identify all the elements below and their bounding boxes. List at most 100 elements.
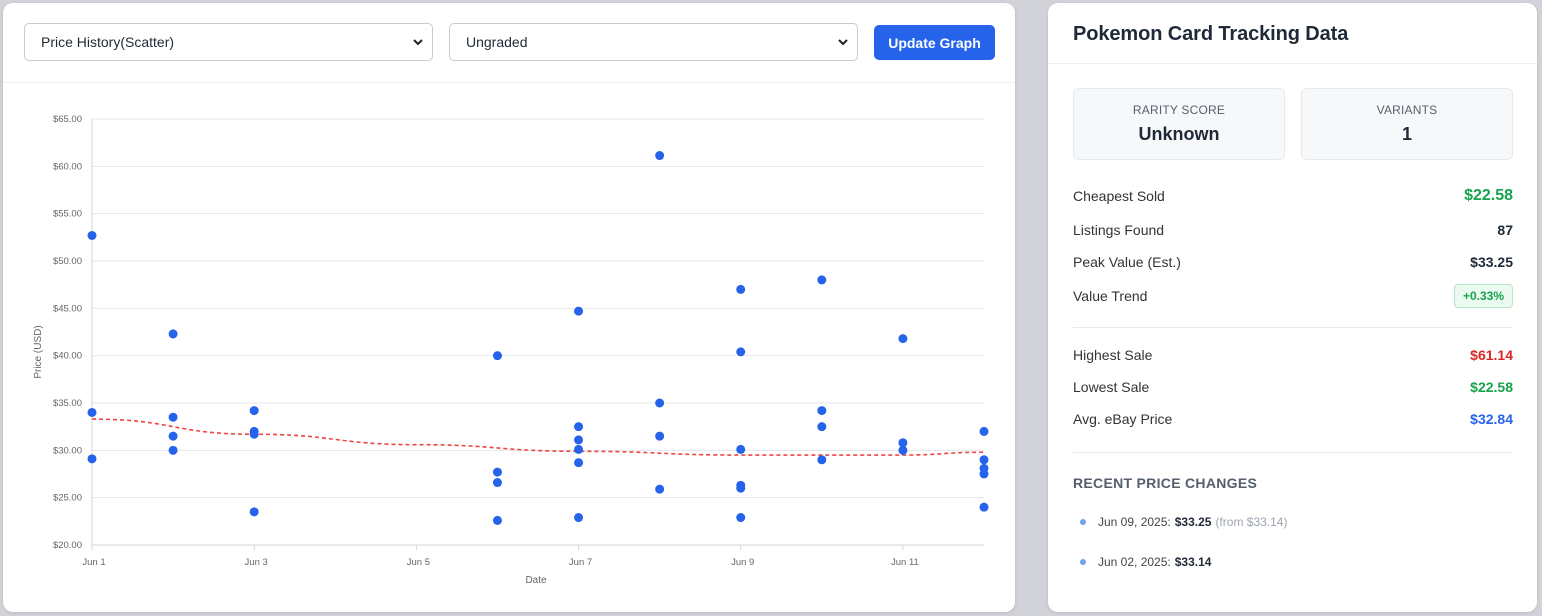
data-point[interactable] <box>168 445 178 455</box>
data-point[interactable] <box>736 483 746 493</box>
y-tick-label: $35.00 <box>53 398 82 409</box>
chevron-down-icon <box>838 39 848 46</box>
data-point[interactable] <box>898 438 908 448</box>
y-axis-ticks: $20.00 $25.00 $30.00 $35.00 $40.00 $45.00 $50.… <box>53 114 82 551</box>
rarity-score-value: Unknown <box>1138 124 1220 144</box>
data-point[interactable] <box>492 467 502 477</box>
chart-type-select[interactable]: Price History(Scatter) <box>24 23 433 61</box>
data-point[interactable] <box>87 230 97 240</box>
data-point[interactable] <box>249 507 259 517</box>
change-date: Jun 09, 2025: <box>1098 515 1171 529</box>
grade-value: Ungraded <box>466 34 528 50</box>
data-point[interactable] <box>817 455 827 465</box>
data-point[interactable] <box>574 422 584 432</box>
chart-panel: Price History(Scatter) Ungraded Update G… <box>3 3 1015 612</box>
listings-found-row: Listings Found 87 <box>1073 219 1513 241</box>
price-change-item: Jun 02, 2025: $33.14 <box>1080 552 1211 572</box>
data-point[interactable] <box>655 151 665 161</box>
data-point[interactable] <box>574 306 584 316</box>
data-point[interactable] <box>817 422 827 432</box>
y-tick-label: $50.00 <box>53 256 82 267</box>
data-point[interactable] <box>979 469 989 479</box>
y-tick-label: $60.00 <box>53 161 82 172</box>
y-axis-label: Price (USD) <box>33 325 44 378</box>
chart-grid <box>91 118 984 546</box>
change-new-price: $33.14 <box>1174 555 1212 569</box>
info-header: Pokemon Card Tracking Data <box>1048 3 1537 64</box>
data-point[interactable] <box>168 431 178 441</box>
avg-ebay-price-label: Avg. eBay Price <box>1073 411 1173 427</box>
divider <box>1073 327 1513 328</box>
data-point[interactable] <box>736 444 746 454</box>
avg-ebay-price-row: Avg. eBay Price $32.84 <box>1073 408 1513 430</box>
data-point[interactable] <box>655 398 665 408</box>
rarity-score-label: RARITY SCORE <box>1132 103 1226 117</box>
update-graph-button[interactable]: Update Graph <box>874 25 995 60</box>
data-point[interactable] <box>898 334 908 344</box>
y-tick-label: $65.00 <box>53 114 82 125</box>
chevron-down-icon <box>413 39 423 46</box>
highest-sale-row: Highest Sale $61.14 <box>1073 344 1513 366</box>
x-axis-label: Date <box>525 575 547 586</box>
recent-price-changes-heading: RECENT PRICE CHANGES <box>1073 475 1258 491</box>
lowest-sale-value: $22.58 <box>1470 379 1513 395</box>
data-point[interactable] <box>492 515 502 525</box>
data-point[interactable] <box>736 513 746 523</box>
data-point[interactable] <box>817 275 827 285</box>
data-point[interactable] <box>87 407 97 417</box>
avg-ebay-price-value: $32.84 <box>1470 411 1513 427</box>
peak-value-label: Peak Value (Est.) <box>1073 254 1181 270</box>
peak-value-row: Peak Value (Est.) $33.25 <box>1073 251 1513 273</box>
x-axis-ticks: Jun 1 Jun 3 Jun 5 Jun 7 Jun 9 Jun 11 <box>82 545 919 568</box>
data-point[interactable] <box>736 347 746 357</box>
y-tick-label: $30.00 <box>53 445 82 456</box>
data-point[interactable] <box>574 444 584 454</box>
data-point[interactable] <box>492 351 502 361</box>
data-point[interactable] <box>979 426 989 436</box>
variants-value: 1 <box>1401 124 1412 144</box>
data-point[interactable] <box>168 329 178 339</box>
cheapest-sold-value: $22.58 <box>1464 187 1513 204</box>
data-point[interactable] <box>249 429 259 439</box>
value-trend-label: Value Trend <box>1073 288 1148 304</box>
data-point[interactable] <box>979 455 989 465</box>
lowest-sale-row: Lowest Sale $22.58 <box>1073 376 1513 398</box>
data-point[interactable] <box>574 458 584 468</box>
data-point[interactable] <box>249 406 259 416</box>
data-point[interactable] <box>898 445 908 455</box>
info-title: Pokemon Card Tracking Data <box>1073 23 1349 45</box>
highest-sale-value: $61.14 <box>1470 347 1513 363</box>
x-tick-label: Jun 7 <box>569 557 592 568</box>
chart-type-value: Price History(Scatter) <box>41 34 175 50</box>
scatter-points <box>87 151 989 525</box>
x-tick-label: Jun 1 <box>82 557 105 568</box>
cheapest-sold-label: Cheapest Sold <box>1073 188 1165 204</box>
data-point[interactable] <box>736 284 746 294</box>
y-tick-label: $25.00 <box>53 493 82 504</box>
x-tick-label: Jun 3 <box>245 557 268 568</box>
listings-found-value: 87 <box>1497 222 1513 238</box>
data-point[interactable] <box>168 412 178 422</box>
bullet-icon <box>1080 519 1086 525</box>
variants-label: VARIANTS <box>1376 103 1438 117</box>
divider <box>1073 452 1513 453</box>
highest-sale-label: Highest Sale <box>1073 347 1153 363</box>
data-point[interactable] <box>979 502 989 512</box>
data-point[interactable] <box>817 406 827 416</box>
change-new-price: $33.25 <box>1174 515 1212 529</box>
change-date: Jun 02, 2025: <box>1098 555 1171 569</box>
data-point[interactable] <box>574 435 584 445</box>
bullet-icon <box>1080 559 1086 565</box>
data-point[interactable] <box>492 478 502 488</box>
x-tick-label: Jun 5 <box>407 557 430 568</box>
data-point[interactable] <box>87 454 97 464</box>
data-point[interactable] <box>655 431 665 441</box>
listings-found-label: Listings Found <box>1073 222 1165 238</box>
data-point[interactable] <box>574 513 584 523</box>
grade-select[interactable]: Ungraded <box>449 23 858 61</box>
data-point[interactable] <box>655 484 665 494</box>
price-history-chart: $20.00 $25.00 $30.00 $35.00 $40.00 $45.00 $50.… <box>33 114 989 586</box>
change-old-price: (from $33.14) <box>1215 515 1288 529</box>
value-trend-badge: +0.33% <box>1453 284 1513 308</box>
x-tick-label: Jun 11 <box>891 557 919 568</box>
